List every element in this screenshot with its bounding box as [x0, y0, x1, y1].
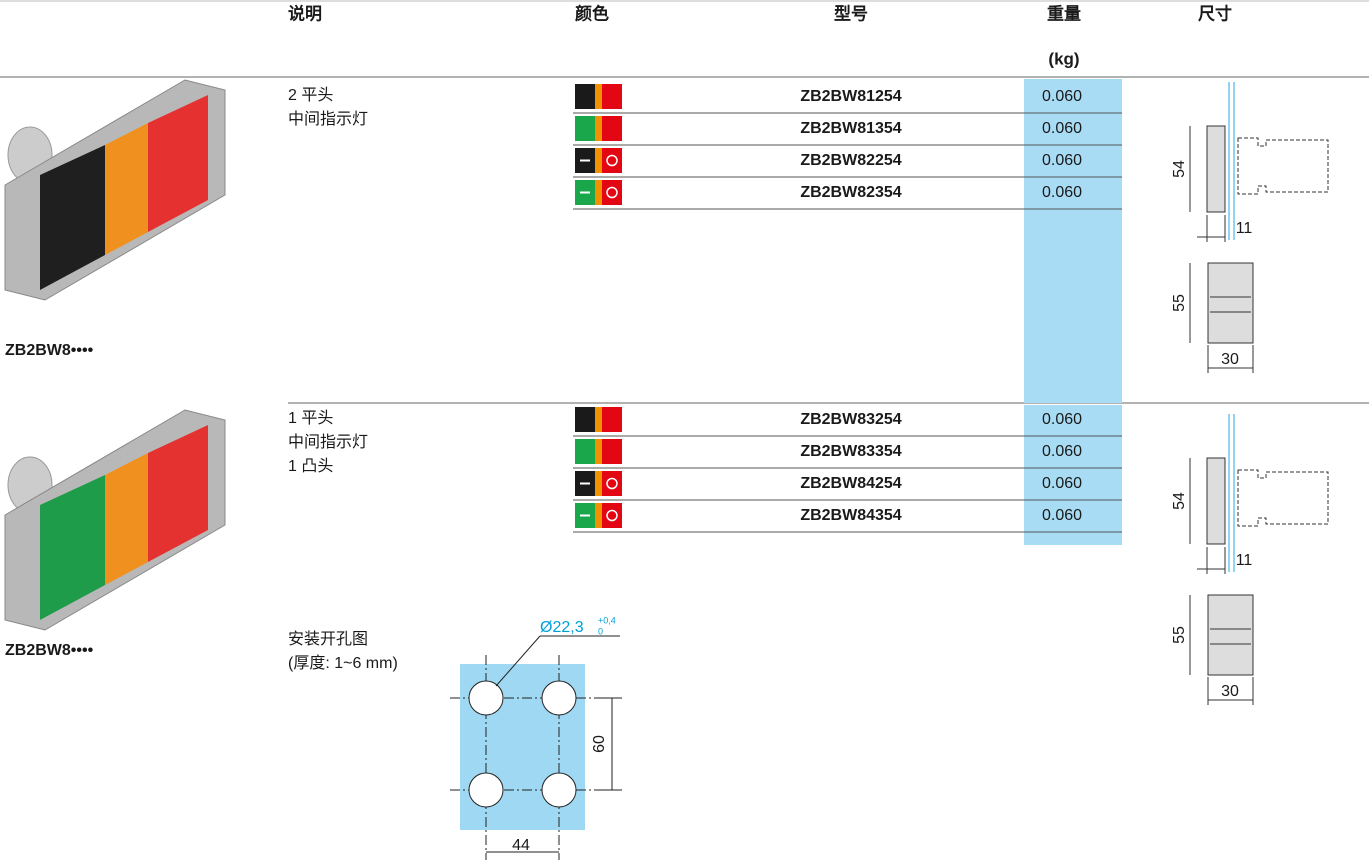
swatch-left	[575, 439, 595, 464]
swatch-middle	[595, 180, 602, 205]
swatch-ring	[606, 477, 618, 490]
swatch-right	[602, 503, 622, 528]
weight-column-bg	[1024, 405, 1122, 545]
weight: 0.060	[1042, 152, 1082, 169]
dim-front-width: 30	[1221, 683, 1239, 700]
description: 1 平头	[288, 409, 333, 427]
model: ZB2BW84254	[800, 475, 901, 492]
button-left	[40, 475, 105, 620]
description: 中间指示灯	[288, 433, 368, 451]
swatch-left	[575, 407, 595, 432]
header-weight-unit: (kg)	[1048, 49, 1079, 68]
side-view	[1206, 457, 1226, 545]
swatch-right	[602, 439, 622, 464]
weight: 0.060	[1042, 184, 1082, 201]
cutout-tol-upper: +0,4	[598, 615, 616, 625]
swatch-ring	[606, 186, 618, 199]
dim-height: 54	[1171, 160, 1188, 178]
cutout-diameter: Ø22,3	[540, 619, 584, 636]
button-right	[148, 425, 208, 562]
header-dimensions: 尺寸	[1198, 3, 1232, 23]
description: 1 凸头	[288, 457, 333, 475]
button-right	[148, 95, 208, 232]
dim-front-width: 30	[1221, 351, 1239, 368]
dim-height: 54	[1171, 492, 1188, 510]
swatch-middle	[595, 503, 602, 528]
weight-column-bg	[1024, 79, 1122, 403]
cutout-tol-lower: 0	[598, 626, 603, 636]
header-description: 说明	[288, 3, 322, 23]
swatch-middle	[595, 439, 602, 464]
weight: 0.060	[1042, 475, 1082, 492]
weight: 0.060	[1042, 411, 1082, 428]
cutout-title: 安装开孔图	[288, 630, 368, 648]
weight: 0.060	[1042, 507, 1082, 524]
model: ZB2BW82254	[800, 152, 901, 169]
swatch-middle	[595, 84, 602, 109]
weight: 0.060	[1042, 120, 1082, 137]
button-middle	[105, 123, 148, 255]
dimension-drawing	[1189, 82, 1329, 373]
image-label: ZB2BW8••••	[5, 642, 94, 659]
swatch-middle	[595, 148, 602, 173]
dim-depth: 11	[1236, 552, 1253, 569]
swatch-right	[602, 148, 622, 173]
model: ZB2BW82354	[800, 184, 901, 201]
swatch-right	[602, 471, 622, 496]
model: ZB2BW84354	[800, 507, 901, 524]
swatch-right	[602, 407, 622, 432]
button-middle	[105, 453, 148, 585]
body-hidden	[1237, 137, 1329, 195]
dim-front-height: 55	[1171, 294, 1188, 312]
swatch-ring	[606, 154, 618, 167]
side-view	[1206, 125, 1226, 213]
description: 2 平头	[288, 86, 333, 104]
dimension-drawing	[1189, 414, 1329, 705]
model: ZB2BW81254	[800, 88, 901, 105]
header-color: 颜色	[575, 3, 609, 23]
cutout-note: (厚度: 1~6 mm)	[288, 654, 398, 672]
weight: 0.060	[1042, 88, 1082, 105]
weight: 0.060	[1042, 443, 1082, 460]
dim-depth: 11	[1236, 220, 1253, 237]
image-label: ZB2BW8••••	[5, 342, 94, 359]
swatch-right	[602, 180, 622, 205]
swatch-left	[575, 84, 595, 109]
dim-front-height: 55	[1171, 626, 1188, 644]
cutout-spacing-v: 60	[591, 735, 608, 753]
swatch-right	[602, 116, 622, 141]
model: ZB2BW83354	[800, 443, 901, 460]
swatch-middle	[595, 116, 602, 141]
swatch-middle	[595, 471, 602, 496]
cutout-spacing-h: 44	[512, 837, 530, 854]
swatch-left	[575, 116, 595, 141]
front-view	[1207, 594, 1254, 676]
button-left	[40, 145, 105, 290]
header-model: 型号	[834, 3, 868, 23]
model: ZB2BW83254	[800, 411, 901, 428]
swatch-middle	[595, 407, 602, 432]
front-view	[1207, 262, 1254, 344]
header-weight: 重量	[1047, 3, 1081, 23]
swatch-right	[602, 84, 622, 109]
body-hidden	[1237, 469, 1329, 527]
swatch-ring	[606, 509, 618, 522]
model: ZB2BW81354	[800, 120, 901, 137]
cutout-drawing	[450, 635, 622, 860]
description: 中间指示灯	[288, 110, 368, 128]
